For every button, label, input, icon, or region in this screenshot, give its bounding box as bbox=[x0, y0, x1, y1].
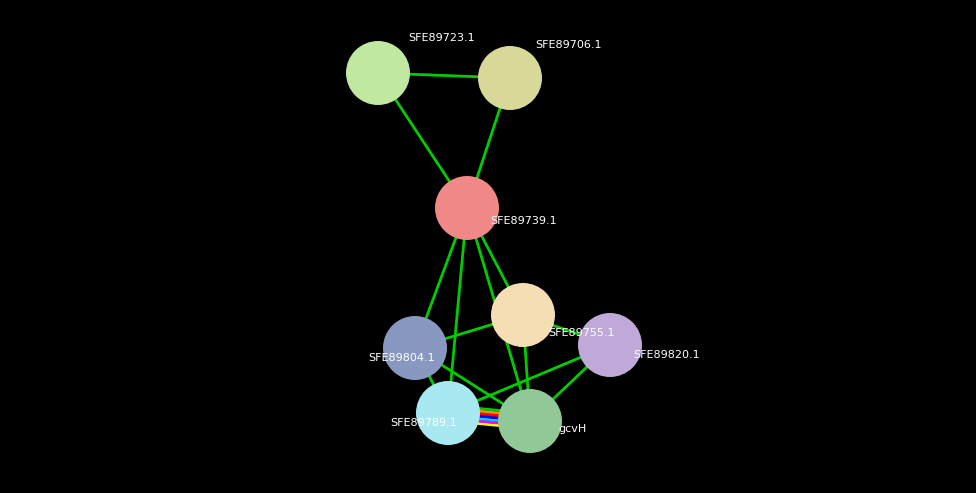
Text: SFE89789.1: SFE89789.1 bbox=[390, 418, 457, 428]
Circle shape bbox=[416, 381, 480, 445]
Text: SFE89755.1: SFE89755.1 bbox=[548, 328, 615, 338]
Circle shape bbox=[383, 316, 447, 380]
Circle shape bbox=[498, 389, 562, 453]
Text: SFE89723.1: SFE89723.1 bbox=[408, 33, 474, 43]
Text: SFE89804.1: SFE89804.1 bbox=[368, 353, 434, 363]
Text: SFE89706.1: SFE89706.1 bbox=[535, 40, 601, 50]
Circle shape bbox=[491, 283, 555, 347]
Text: SFE89820.1: SFE89820.1 bbox=[633, 350, 700, 360]
Text: SFE89739.1: SFE89739.1 bbox=[490, 216, 556, 226]
Circle shape bbox=[346, 41, 410, 105]
Text: gcvH: gcvH bbox=[558, 424, 587, 434]
Circle shape bbox=[478, 46, 542, 110]
Circle shape bbox=[578, 313, 642, 377]
Circle shape bbox=[435, 176, 499, 240]
